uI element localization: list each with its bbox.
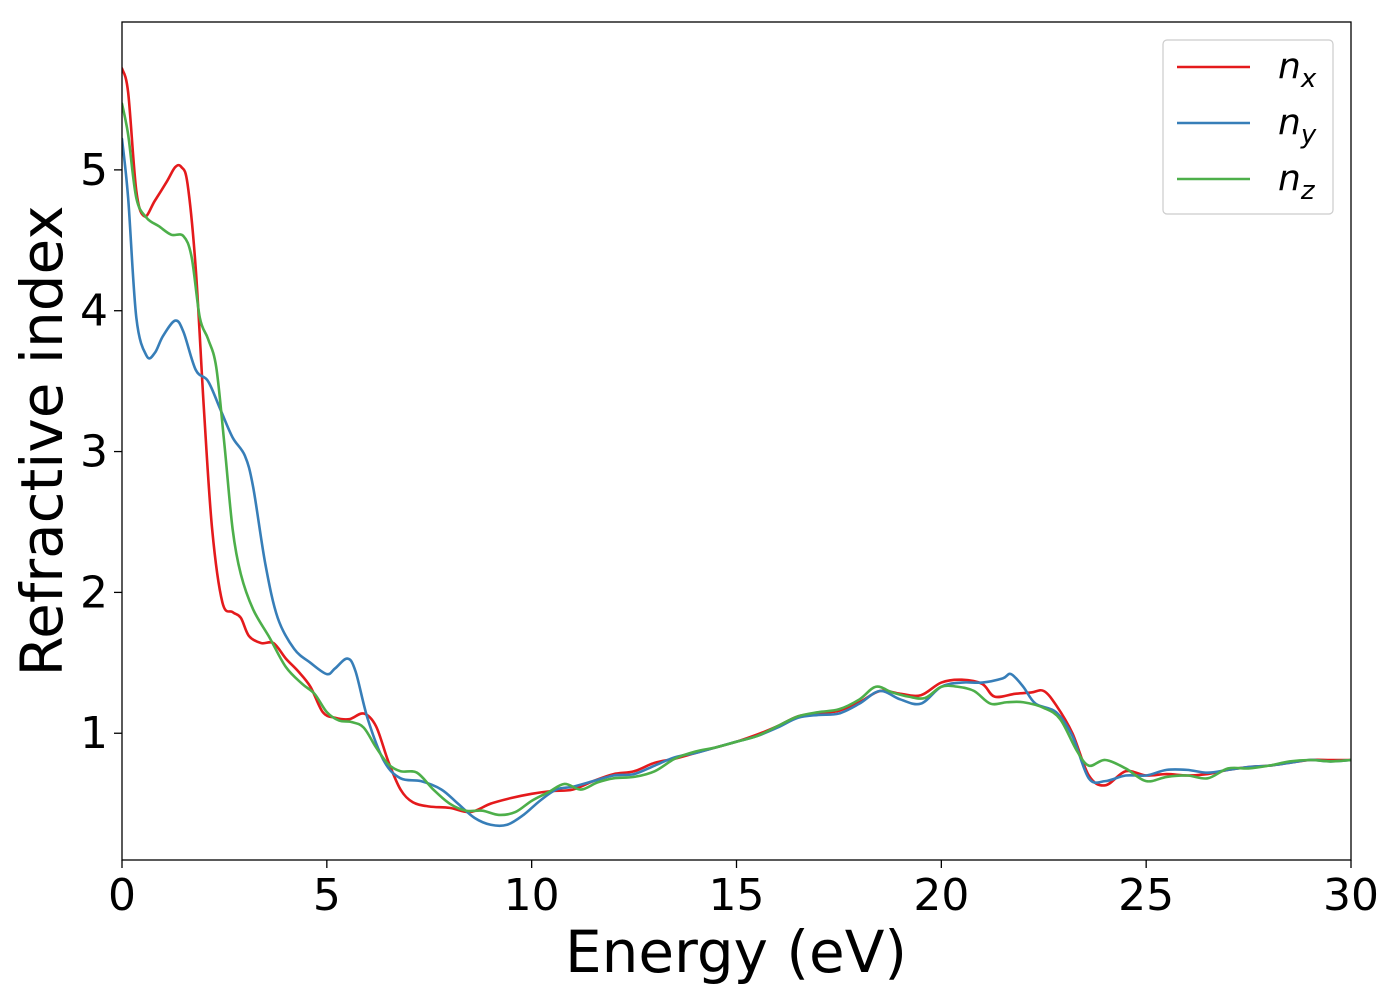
series-line-n-y — [122, 137, 1351, 828]
legend-label-subscript: x — [1300, 64, 1317, 94]
x-tick-label: 0 — [108, 870, 136, 921]
x-axis: 0 5 10 15 20 25 30 — [108, 860, 1379, 921]
legend-label-n-x: nx — [1278, 46, 1317, 94]
x-tick-label: 15 — [709, 870, 765, 921]
y-axis: 1 2 3 4 5 — [80, 145, 122, 759]
x-tick-label: 25 — [1118, 870, 1174, 921]
y-tick-label: 2 — [80, 567, 108, 618]
series-layer — [122, 67, 1351, 828]
x-tick-label: 30 — [1323, 870, 1379, 921]
plot-background — [122, 22, 1351, 860]
x-tick-label: 5 — [313, 870, 341, 921]
y-tick-label: 3 — [80, 427, 108, 478]
x-tick-label: 20 — [913, 870, 969, 921]
legend-label-subscript: z — [1300, 176, 1316, 206]
x-axis-title: Energy (eV) — [565, 918, 907, 986]
legend-label-n-z: nz — [1278, 158, 1316, 206]
legend-label-n-y: ny — [1278, 102, 1317, 150]
y-tick-label: 4 — [80, 286, 108, 337]
legend-label-subscript: y — [1300, 120, 1317, 150]
legend-label-main: n — [1278, 102, 1301, 143]
legend-box — [1162, 39, 1334, 215]
y-tick-label: 5 — [80, 145, 108, 196]
y-tick-label: 1 — [80, 708, 108, 759]
series-line-n-z — [122, 102, 1351, 817]
legend-label-main: n — [1278, 158, 1301, 199]
y-axis-title: Refractive index — [8, 205, 76, 676]
x-tick-label: 10 — [504, 870, 560, 921]
legend-label-main: n — [1278, 46, 1301, 87]
